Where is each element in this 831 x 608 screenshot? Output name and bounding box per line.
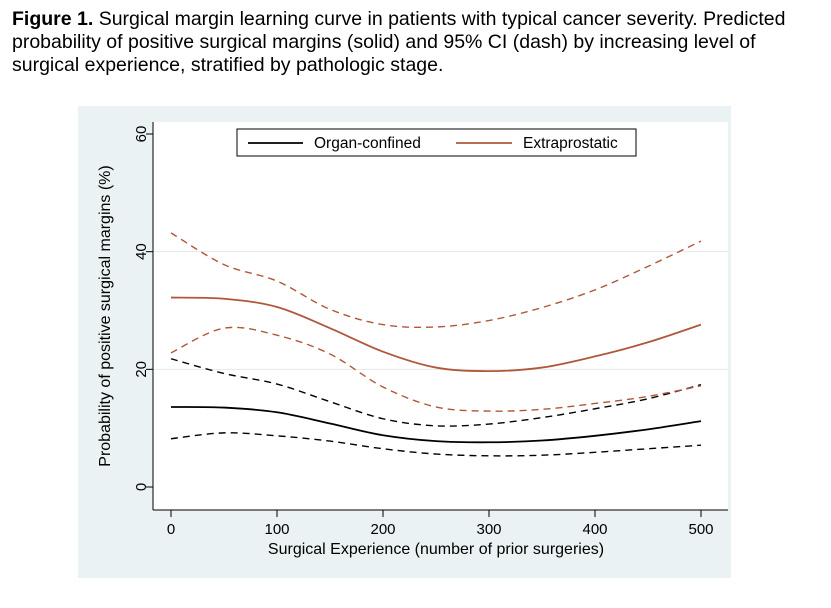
legend-label-organ-confined: Organ-confined xyxy=(314,135,421,152)
y-tick-label: 0 xyxy=(133,483,150,491)
figure-caption: Figure 1. Surgical margin learning curve… xyxy=(12,8,817,77)
x-tick-label: 200 xyxy=(370,521,395,538)
series-line-organ-confined-estimate xyxy=(170,406,702,444)
series-line-extraprostatic-upper-ci xyxy=(170,232,702,329)
plot-region xyxy=(153,122,728,510)
legend-box xyxy=(236,128,637,157)
axes xyxy=(152,122,728,511)
y-ticks: 0 20 40 60 xyxy=(133,126,153,491)
series-line-organ-confined-lower-ci xyxy=(170,432,702,457)
x-tick-label: 0 xyxy=(167,521,175,538)
y-tick-label: 40 xyxy=(133,243,150,260)
y-axis-label: Probability of positive surgical margins… xyxy=(97,165,114,466)
series-line-extraprostatic-lower-ci xyxy=(170,326,702,412)
plot-panel: 0 20 40 60 0 100 200 300 400 500 Probability of … xyxy=(78,106,731,578)
x-ticks: 0 100 200 300 400 500 xyxy=(167,510,714,538)
x-axis-label: Surgical Experience (number of prior sur… xyxy=(268,541,604,558)
x-tick-label: 300 xyxy=(476,521,501,538)
x-tick-label: 100 xyxy=(264,521,289,538)
series-line-organ-confined-upper-ci xyxy=(170,358,702,427)
y-tick-label: 60 xyxy=(133,126,150,143)
caption-label: Figure 1. xyxy=(12,8,94,30)
series-line-extraprostatic-estimate xyxy=(170,296,702,372)
legend: Organ-confined Extraprostatic xyxy=(236,128,637,157)
x-tick-label: 500 xyxy=(688,521,713,538)
caption-text: Surgical margin learning curve in patien… xyxy=(12,8,786,76)
series-layer xyxy=(170,232,702,457)
y-tick-label: 20 xyxy=(133,361,150,378)
x-tick-label: 400 xyxy=(582,521,607,538)
gridlines xyxy=(153,251,728,370)
line-chart: 0 20 40 60 0 100 200 300 400 500 Probability of … xyxy=(97,122,728,558)
legend-label-extraprostatic: Extraprostatic xyxy=(523,135,618,152)
